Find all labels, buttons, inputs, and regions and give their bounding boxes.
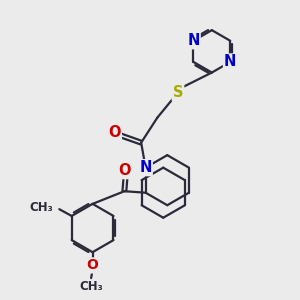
Text: N: N: [140, 160, 152, 175]
Text: CH₃: CH₃: [79, 280, 103, 293]
Text: O: O: [108, 125, 121, 140]
Text: O: O: [118, 163, 130, 178]
Text: S: S: [173, 85, 183, 100]
Text: O: O: [87, 258, 98, 272]
Text: N: N: [224, 55, 236, 70]
Text: N: N: [187, 33, 200, 48]
Text: CH₃: CH₃: [29, 201, 53, 214]
